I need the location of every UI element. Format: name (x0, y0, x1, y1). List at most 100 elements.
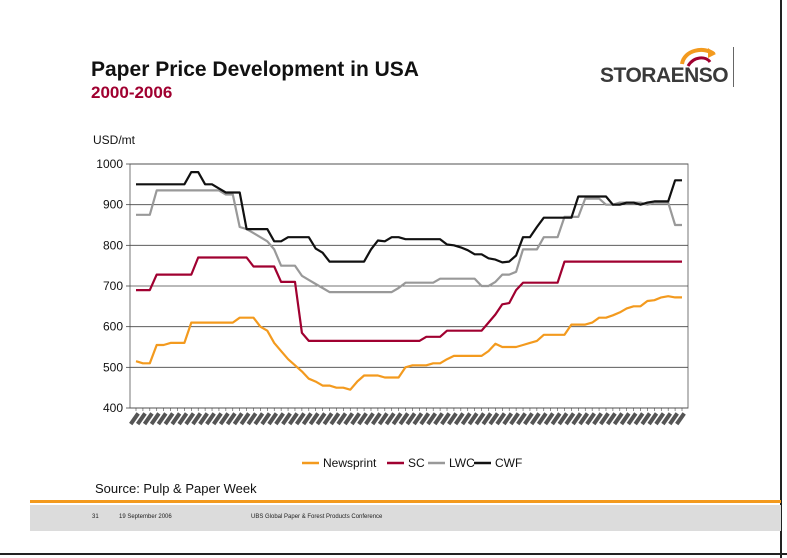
x-tick-label-group (142, 412, 154, 426)
x-tick-label-group (502, 412, 514, 426)
x-tick-label-mark (460, 412, 472, 426)
y-tick-label: 900 (103, 198, 123, 212)
y-tick-label: 700 (103, 279, 123, 293)
x-tick-label-mark (391, 412, 403, 426)
x-tick-label-group (647, 412, 659, 426)
x-tick-label-mark (453, 412, 465, 426)
x-tick-label-group (288, 412, 299, 426)
x-tick-label-group (592, 412, 603, 426)
logo-swirl-icon (680, 47, 716, 67)
source-note: Source: Pulp & Paper Week (95, 481, 257, 496)
x-tick-label-mark (592, 412, 603, 426)
x-tick-label-mark (599, 412, 610, 426)
x-tick-label-mark (447, 412, 458, 426)
x-tick-label-mark (329, 412, 341, 426)
x-tick-label-mark (605, 412, 617, 426)
x-tick-label-group (170, 412, 182, 426)
x-tick-label-group (294, 412, 306, 426)
x-tick-label-group (370, 412, 382, 426)
x-tick-label-mark (364, 412, 375, 426)
x-tick-label-group (585, 412, 596, 426)
x-tick-label-group (129, 412, 140, 426)
y-tick-label: 500 (103, 360, 123, 374)
x-tick-label-mark (578, 412, 590, 426)
x-tick-label-mark (557, 412, 569, 426)
legend-label-lwc: LWC (449, 456, 475, 470)
footer-event: UBS Global Paper & Forest Products Confe… (251, 514, 383, 520)
accent-rule (30, 500, 781, 503)
x-tick-label-group (426, 412, 438, 426)
x-tick-label-group (523, 412, 534, 426)
x-tick-label-group (357, 412, 368, 426)
y-tick-label: 800 (103, 238, 123, 252)
x-tick-label-mark (198, 412, 209, 426)
x-tick-label-mark (177, 412, 189, 426)
x-tick-label-group (661, 412, 672, 426)
x-tick-label-mark (281, 412, 292, 426)
x-tick-label-group (474, 412, 486, 426)
x-tick-label-mark (426, 412, 438, 426)
x-tick-label-mark (322, 412, 334, 426)
x-tick-label-group (391, 412, 403, 426)
x-tick-label-group (398, 412, 410, 426)
x-tick-label-mark (357, 412, 368, 426)
x-tick-label-group (218, 412, 230, 426)
x-tick-label-group (433, 412, 444, 426)
x-tick-label-group (564, 412, 576, 426)
x-tick-label-mark (467, 412, 479, 426)
x-tick-label-mark (661, 412, 672, 426)
chart-legend: Newsprint SC LWC CWF (302, 456, 522, 470)
x-tick-label-mark (377, 412, 389, 426)
y-axis-ticks: 1000 900 800 700 600 500 400 (96, 157, 130, 415)
x-tick-label-group (212, 412, 223, 426)
x-tick-label-group (557, 412, 569, 426)
chart-gridlines (129, 163, 689, 409)
chart-series (135, 171, 682, 391)
x-tick-label-mark (633, 412, 645, 426)
y-tick-label: 1000 (96, 157, 123, 171)
series-line-lwc (136, 189, 682, 294)
x-tick-label-group (343, 412, 355, 426)
x-tick-label-group (453, 412, 465, 426)
x-tick-label-mark (239, 412, 251, 426)
slide-edge-bottom (0, 553, 787, 555)
x-tick-label-group (619, 412, 631, 426)
x-tick-label-group (329, 412, 341, 426)
x-tick-label-mark (232, 412, 244, 426)
x-tick-label-group (350, 412, 361, 426)
slide-footer: 31 19 September 2006 UBS Global Paper & … (30, 505, 781, 531)
x-tick-label-group (315, 412, 327, 426)
x-tick-label-mark (308, 412, 320, 426)
x-tick-label-mark (433, 412, 444, 426)
x-tick-label-group (253, 412, 265, 426)
x-tick-label-mark (529, 412, 541, 426)
x-tick-label-group (384, 412, 396, 426)
x-tick-label-group (156, 412, 168, 426)
price-line-chart: USD/mt 1000 900 800 700 600 500 400 Newsprint S… (93, 133, 689, 470)
x-tick-label-group (198, 412, 209, 426)
x-tick-label-group (447, 412, 458, 426)
x-tick-label-mark (294, 412, 306, 426)
x-tick-label-group (412, 412, 424, 426)
x-tick-label-mark (654, 412, 666, 426)
x-tick-label-group (184, 412, 196, 426)
x-tick-label-group (239, 412, 251, 426)
x-tick-label-mark (336, 412, 348, 426)
x-tick-label-mark (288, 412, 299, 426)
x-tick-label-mark (647, 412, 659, 426)
x-tick-label-mark (612, 412, 624, 426)
x-tick-label-group (419, 412, 431, 426)
x-tick-label-group (654, 412, 666, 426)
x-tick-label-group (260, 412, 272, 426)
legend-label-cwf: CWF (495, 456, 522, 470)
x-tick-label-group (267, 412, 279, 426)
series-line-cwf (136, 171, 682, 264)
x-tick-label-mark (640, 412, 652, 426)
x-tick-label-mark (163, 412, 175, 426)
company-logo: STORAENSO (600, 44, 734, 94)
x-tick-label-mark (488, 412, 500, 426)
x-tick-label-group (536, 412, 548, 426)
x-tick-label-mark (405, 412, 417, 426)
x-tick-label-mark (184, 412, 196, 426)
legend-label-newsprint: Newsprint (323, 456, 377, 470)
